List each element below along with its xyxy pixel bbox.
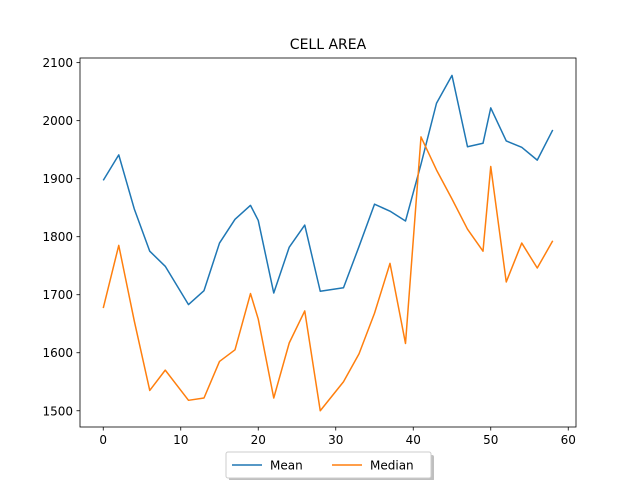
legend-label-mean: Mean bbox=[270, 459, 303, 473]
series-line-mean bbox=[102, 74, 554, 306]
y-tick-label: 1600 bbox=[42, 346, 73, 360]
series-line-median bbox=[102, 136, 554, 412]
y-tick-label: 1900 bbox=[42, 172, 73, 186]
legend-label-median: Median bbox=[370, 459, 414, 473]
axes: 0 10 20 30 40 50 60 1500 1600 1700 1800 1900 2000 210… bbox=[42, 56, 577, 447]
legend: Mean Median bbox=[225, 451, 434, 481]
y-tick-label: 1800 bbox=[42, 230, 73, 244]
y-tick-label: 2100 bbox=[42, 56, 73, 70]
x-tick-label: 40 bbox=[406, 433, 421, 447]
x-tick-label: 0 bbox=[99, 433, 107, 447]
x-tick-label: 10 bbox=[173, 433, 188, 447]
x-tick-label: 30 bbox=[328, 433, 343, 447]
x-tick-label: 60 bbox=[561, 433, 576, 447]
x-tick-label: 20 bbox=[251, 433, 266, 447]
plot-area bbox=[102, 74, 554, 412]
legend-box bbox=[225, 451, 432, 479]
plot-frame bbox=[79, 57, 577, 428]
y-tick-label: 1700 bbox=[42, 288, 73, 302]
x-tick-label: 50 bbox=[483, 433, 498, 447]
y-tick-label: 1500 bbox=[42, 404, 73, 418]
y-tick-label: 2000 bbox=[42, 114, 73, 128]
chart-title: CELL AREA bbox=[290, 37, 367, 53]
